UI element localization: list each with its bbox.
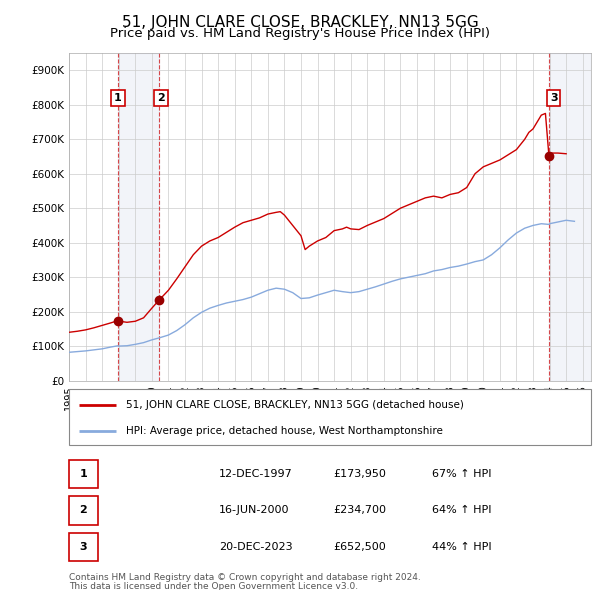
Text: 3: 3 [80, 542, 87, 552]
Text: Contains HM Land Registry data © Crown copyright and database right 2024.: Contains HM Land Registry data © Crown c… [69, 573, 421, 582]
Text: 44% ↑ HPI: 44% ↑ HPI [432, 542, 491, 552]
Text: 12-DEC-1997: 12-DEC-1997 [219, 469, 293, 478]
Text: 64% ↑ HPI: 64% ↑ HPI [432, 506, 491, 515]
Bar [118, 53, 160, 381]
Text: This data is licensed under the Open Government Licence v3.0.: This data is licensed under the Open Gov… [69, 582, 358, 590]
Text: £173,950: £173,950 [333, 469, 386, 478]
Text: 20-DEC-2023: 20-DEC-2023 [219, 542, 293, 552]
Text: Price paid vs. HM Land Registry's House Price Index (HPI): Price paid vs. HM Land Registry's House … [110, 27, 490, 40]
Text: 51, JOHN CLARE CLOSE, BRACKLEY, NN13 5GG: 51, JOHN CLARE CLOSE, BRACKLEY, NN13 5GG [122, 15, 478, 30]
Text: 16-JUN-2000: 16-JUN-2000 [219, 506, 290, 515]
Text: 3: 3 [550, 93, 557, 103]
FancyBboxPatch shape [69, 389, 591, 445]
Bar [549, 53, 591, 381]
Text: 1: 1 [114, 93, 122, 103]
Text: 2: 2 [157, 93, 165, 103]
Text: £652,500: £652,500 [333, 542, 386, 552]
Text: £234,700: £234,700 [333, 506, 386, 515]
Text: 1: 1 [80, 469, 87, 478]
Text: HPI: Average price, detached house, West Northamptonshire: HPI: Average price, detached house, West… [127, 427, 443, 437]
Text: 51, JOHN CLARE CLOSE, BRACKLEY, NN13 5GG (detached house): 51, JOHN CLARE CLOSE, BRACKLEY, NN13 5GG… [127, 400, 464, 410]
Text: 2: 2 [80, 506, 87, 515]
Text: 67% ↑ HPI: 67% ↑ HPI [432, 469, 491, 478]
